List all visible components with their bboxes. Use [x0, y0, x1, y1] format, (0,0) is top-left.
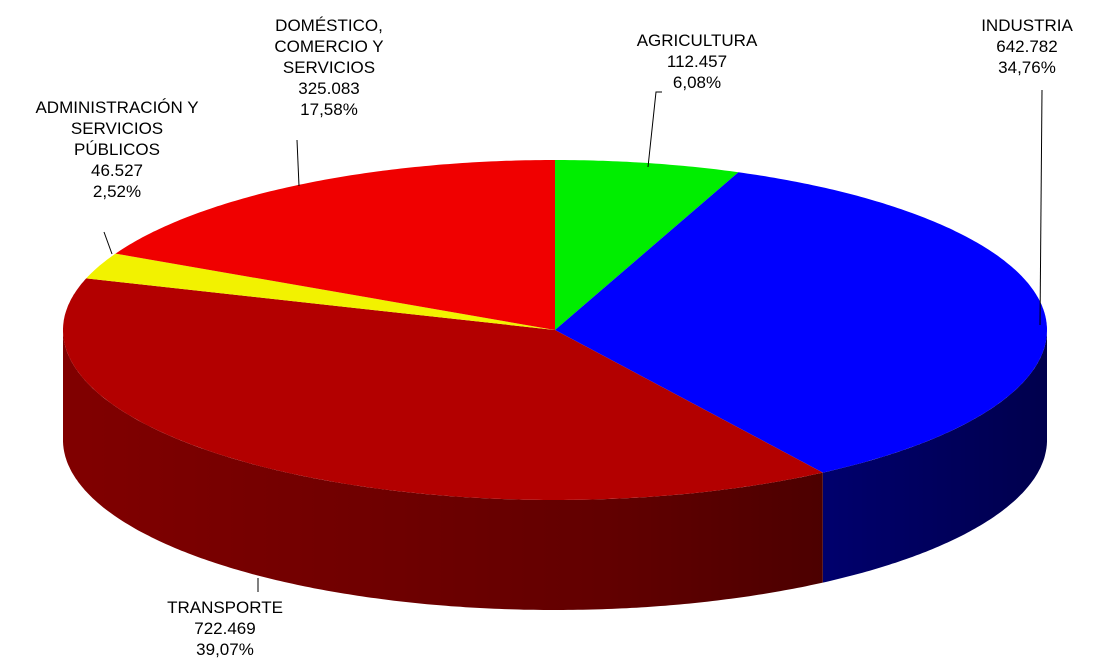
top-faces [63, 160, 1047, 500]
leader-line [103, 231, 113, 255]
pie-slice [555, 172, 1047, 473]
slice-label: DOMÉSTICO, COMERCIO Y SERVICIOS 325.083 17… [274, 15, 383, 120]
side-faces [63, 330, 1047, 610]
slice-label: INDUSTRIA 642.782 34,76% [981, 15, 1073, 78]
value-label: 46.527 [91, 161, 143, 180]
pie-slice [115, 160, 555, 330]
category-label: ADMINISTRACIÓN Y SERVICIOS PÚBLICOS [35, 98, 199, 159]
value-label: 112.457 [666, 52, 728, 71]
percentage-label: 6,08% [672, 73, 722, 92]
percentage-label: 2,52% [92, 182, 142, 201]
percentage-label: 39,07% [196, 640, 254, 659]
category-label: INDUSTRIA [981, 16, 1073, 35]
pie-slice [63, 278, 823, 500]
leader-line [647, 91, 662, 168]
category-label: AGRICULTURA [636, 31, 758, 50]
percentage-label: 17,58% [300, 100, 358, 119]
category-label: DOMÉSTICO, COMERCIO Y SERVICIOS [274, 16, 384, 77]
slice-label: AGRICULTURA 112.457 6,08% [637, 30, 758, 93]
percentage-label: 34,76% [998, 58, 1056, 77]
pie-side [63, 330, 823, 610]
category-label: TRANSPORTE [167, 598, 283, 617]
value-label: 722.469 [194, 619, 256, 638]
value-label: 642.782 [996, 37, 1058, 56]
pie-slice [555, 160, 739, 330]
value-label: 325.083 [298, 79, 360, 98]
pie-side [822, 330, 1047, 583]
slice-label: ADMINISTRACIÓN Y SERVICIOS PÚBLICOS 46.52… [35, 97, 198, 202]
pie-slice [86, 253, 555, 330]
leader-lines [103, 89, 1043, 592]
slice-label: TRANSPORTE 722.469 39,07% [167, 597, 283, 660]
leader-line [296, 139, 300, 187]
leader-line [1039, 89, 1043, 326]
